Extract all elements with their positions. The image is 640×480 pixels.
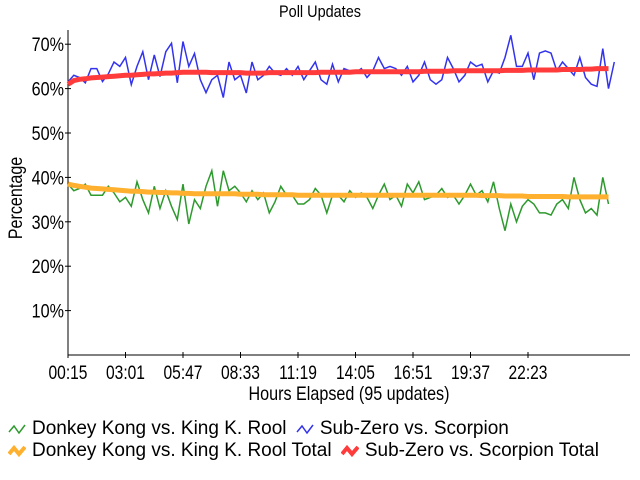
- legend-item-sz-total: Sub-Zero vs. Scorpion Total: [340, 440, 599, 462]
- chart-title: Poll Updates: [279, 2, 361, 21]
- y-tick-label: 70%: [32, 34, 65, 56]
- legend-label: Sub-Zero vs. Scorpion: [319, 418, 509, 439]
- x-tick-label: 22:23: [509, 362, 548, 384]
- series-line: [67, 181, 609, 200]
- line-series-icon: [296, 424, 314, 435]
- series-layer: [66, 35, 616, 231]
- x-tick-label: 08:33: [221, 362, 260, 384]
- y-tick-label: 30%: [32, 212, 65, 234]
- y-tick-label: 40%: [32, 167, 65, 189]
- x-tick-label: 05:47: [164, 362, 203, 384]
- thick-line-series-icon: [8, 444, 26, 458]
- legend-item-dk-total: Donkey Kong vs. King K. Rool Total: [8, 440, 332, 462]
- legend-row-2: Donkey Kong vs. King K. Rool Total Sub-Z…: [8, 440, 603, 462]
- y-axis-label: Percentage: [5, 157, 27, 240]
- x-tick-label: 19:37: [451, 362, 490, 384]
- x-tick-label: 14:05: [336, 362, 375, 384]
- x-tick-label: 11:19: [279, 362, 317, 384]
- x-tick-label: 00:15: [49, 362, 88, 384]
- x-tick-label: 16:51: [394, 362, 433, 384]
- line-series-icon: [8, 424, 26, 435]
- y-tick-label: 20%: [32, 256, 65, 278]
- legend: Donkey Kong vs. King K. Rool Sub-Zero vs…: [8, 418, 603, 462]
- thick-line-series-icon: [340, 444, 359, 458]
- legend-item-sz: Sub-Zero vs. Scorpion: [296, 418, 509, 440]
- series-line: [67, 167, 610, 231]
- legend-label: Donkey Kong vs. King K. Rool Total: [32, 440, 332, 461]
- legend-label: Sub-Zero vs. Scorpion Total: [364, 440, 599, 461]
- legend-row-1: Donkey Kong vs. King K. Rool Sub-Zero vs…: [8, 418, 603, 440]
- x-tick-label: 03:01: [106, 362, 145, 384]
- y-tick-label: 50%: [32, 123, 65, 145]
- legend-item-dk: Donkey Kong vs. King K. Rool: [8, 418, 287, 440]
- series-line: [67, 35, 616, 98]
- y-tick-label: 10%: [32, 300, 65, 322]
- axes: 10% 20% 30% 40% 50% 60% 70% 00:15 03:01 05:47 08:3…: [5, 30, 630, 404]
- y-tick-label: 60%: [32, 78, 65, 100]
- x-axis-label: Hours Elapsed (95 updates): [248, 383, 449, 405]
- legend-label: Donkey Kong vs. King K. Rool: [32, 418, 287, 439]
- series-line: [66, 66, 609, 87]
